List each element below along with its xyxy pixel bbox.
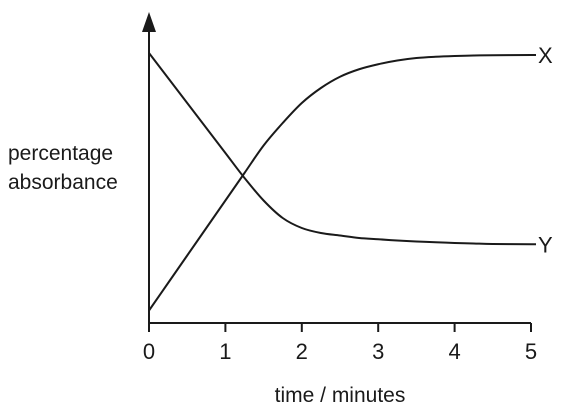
series-label-y: Y	[538, 232, 553, 257]
series-line-x	[148, 54, 532, 312]
x-tick-label-1: 1	[219, 339, 231, 364]
x-tick-label-4: 4	[448, 339, 460, 364]
series-label-x: X	[538, 43, 553, 68]
series-line-y	[148, 52, 532, 246]
x-tick-label-2: 2	[296, 339, 308, 364]
x-axis-label: time / minutes	[275, 384, 406, 407]
y-axis-label-line-1: percentage	[8, 142, 113, 165]
x-ticks: 0 1 2 3 4 5	[143, 323, 537, 364]
y-axis-label-line-2: absorbance	[8, 171, 118, 194]
x-tick-label-0: 0	[143, 339, 155, 364]
x-tick-label-3: 3	[372, 339, 384, 364]
x-tick-label-5: 5	[525, 339, 537, 364]
curves: XY	[148, 43, 553, 312]
y-axis-arrow-icon	[142, 12, 156, 32]
